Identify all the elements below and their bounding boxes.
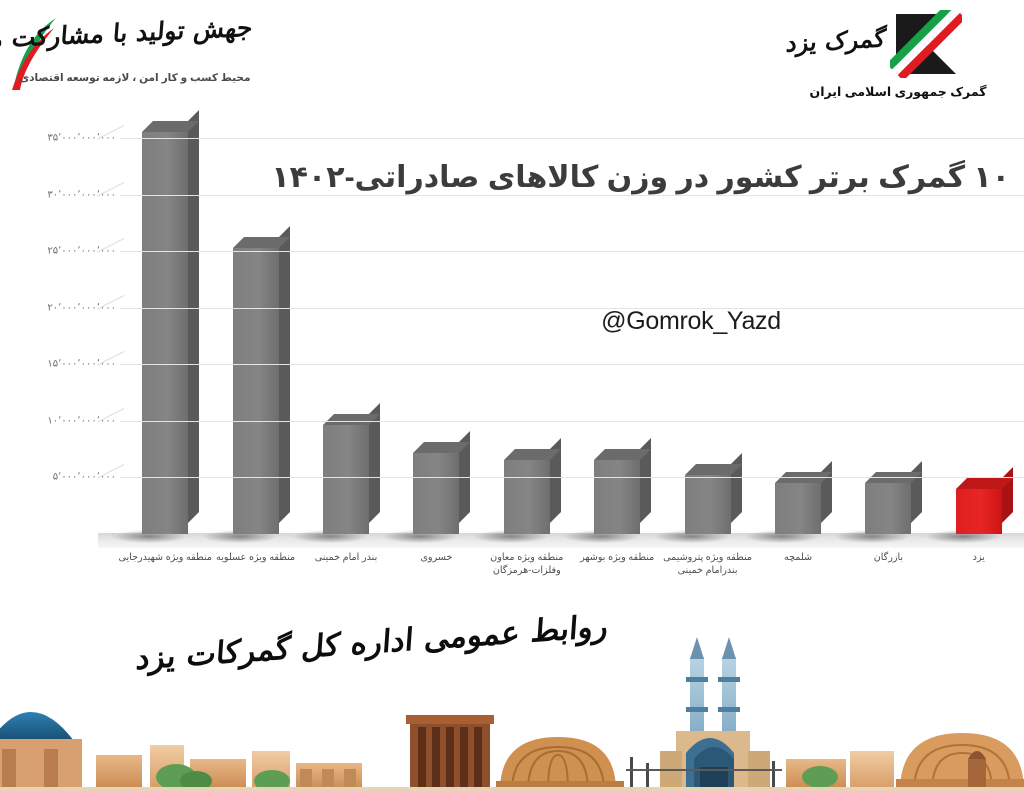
x-axis-label-7: منطقه ویژه پتروشیمی بندرامام خمینی — [663, 552, 752, 576]
bar-8 — [745, 461, 842, 543]
watermark-handle: @Gomrok_Yazd — [601, 307, 781, 335]
gridline-3 — [97, 294, 1024, 310]
x-axis-label-9: بازرگان — [873, 552, 904, 563]
bar-10 — [925, 466, 1023, 543]
bar-2 — [202, 225, 300, 543]
yazd-skyline-illustration — [0, 637, 1024, 791]
bar-side-face — [821, 461, 832, 523]
x-axis-label-10: یزد — [972, 552, 985, 563]
bar-3 — [293, 403, 390, 543]
bar-6 — [564, 438, 661, 543]
bar-5 — [473, 438, 571, 543]
bar-front-face — [955, 466, 1013, 534]
bar-front-face — [413, 430, 471, 534]
x-axis-label-4: خسروی — [420, 552, 453, 563]
bar-1 — [112, 110, 209, 543]
header-left-subtitle: محیط کسب و کار امن ، لازمه توسعه اقتصادی — [19, 72, 251, 84]
y-axis-tick-2: ۲۵٬۰۰۰٬۰۰۰٬۰۰۰ — [47, 245, 116, 257]
gridline-1 — [97, 181, 1024, 197]
bar-side-face — [1001, 466, 1013, 523]
y-axis-tick-5: ۱۰٬۰۰۰٬۰۰۰٬۰۰۰ — [47, 415, 116, 427]
gridline-0 — [97, 125, 1024, 140]
x-axis-category-labels: منطقه ویژه شهیدرجایی منطقه ویژه عسلویه بند… — [118, 552, 1024, 612]
chart-title: ۱۰ گمرک برتر کشور در وزن کالاهای صادراتی… — [271, 161, 1010, 194]
bar-body — [775, 461, 832, 534]
y-axis-tick-labels: ۳۵٬۰۰۰٬۰۰۰٬۰۰۰ ۳۰٬۰۰۰٬۰۰۰٬۰۰۰ ۲۵٬۰۰۰٬۰۰۰٬۰… — [0, 104, 120, 544]
bar-front-face — [594, 438, 652, 534]
gridline-4 — [97, 351, 1024, 366]
bar-front-face — [142, 110, 200, 534]
x-axis-label-1: منطقه ویژه شهیدرجایی — [118, 552, 212, 563]
bar-body — [413, 430, 471, 534]
x-axis-label-8: شلمچه — [783, 552, 813, 563]
x-axis-label-5: منطقه ویژه معاون وفلزات-هرمزگان — [490, 552, 564, 576]
x-axis-label-3: بندر امام خمینی — [314, 552, 378, 563]
bar-front-face — [865, 461, 923, 534]
header-left-branding: جهش تولید با مشارکت مردم محیط کسب و کار … — [0, 4, 308, 104]
bar-front-face — [232, 225, 290, 534]
y-axis-tick-3: ۲۰٬۰۰۰٬۰۰۰٬۰۰۰ — [47, 302, 116, 314]
gridline-6 — [97, 464, 1024, 479]
header-right-branding: گمرک یزد گمرک جمهوری اسلامی ایران — [784, 1, 1014, 104]
y-axis-tick-4: ۱۵٬۰۰۰٬۰۰۰٬۰۰۰ — [47, 358, 116, 370]
bar-front-face — [775, 461, 832, 534]
bar-series — [112, 104, 1024, 543]
footer-band: روابط عمومی اداره کل گمرکات یزد — [0, 612, 1024, 791]
x-axis-label-2: منطقه ویژه عسلویه — [216, 552, 296, 563]
y-axis-tick-6: ۵٬۰۰۰٬۰۰۰٬۰۰۰ — [52, 471, 116, 483]
x-axis-label-6: منطقه ویژه بوشهر — [580, 552, 655, 563]
bar-9 — [835, 461, 932, 543]
bar-body — [503, 438, 561, 534]
bar-body — [232, 225, 290, 534]
bar-body — [865, 461, 923, 534]
gridline-5 — [97, 407, 1024, 423]
iran-flag-swoosh-icon — [10, 12, 62, 92]
iran-customs-logo-icon — [886, 1, 966, 81]
bar-front-face — [684, 453, 742, 534]
bar-side-face — [188, 110, 200, 523]
bar-front-face — [503, 438, 561, 534]
header-right-title: گمرک یزد — [784, 23, 888, 58]
y-axis-tick-1: ۳۰٬۰۰۰٬۰۰۰٬۰۰۰ — [47, 189, 116, 201]
bar-side-face — [911, 461, 923, 523]
bar-highlighted-yazd — [955, 466, 1013, 534]
bar-4 — [383, 430, 480, 543]
plot-area — [97, 104, 1024, 548]
bar-7 — [654, 453, 752, 543]
bar-body — [594, 438, 652, 534]
y-axis-tick-0: ۳۵٬۰۰۰٬۰۰۰٬۰۰۰ — [47, 132, 116, 144]
header-right-subtitle: گمرک جمهوری اسلامی ایران — [809, 85, 987, 99]
gridline-2 — [97, 238, 1024, 253]
bar-body — [323, 403, 380, 534]
bar-body — [684, 453, 742, 534]
bar-body — [142, 110, 200, 534]
bar-front-face — [323, 403, 380, 534]
bar-chart: ۳۵٬۰۰۰٬۰۰۰٬۰۰۰ ۳۰٬۰۰۰٬۰۰۰٬۰۰۰ ۲۵٬۰۰۰٬۰۰۰٬۰… — [0, 104, 1024, 612]
